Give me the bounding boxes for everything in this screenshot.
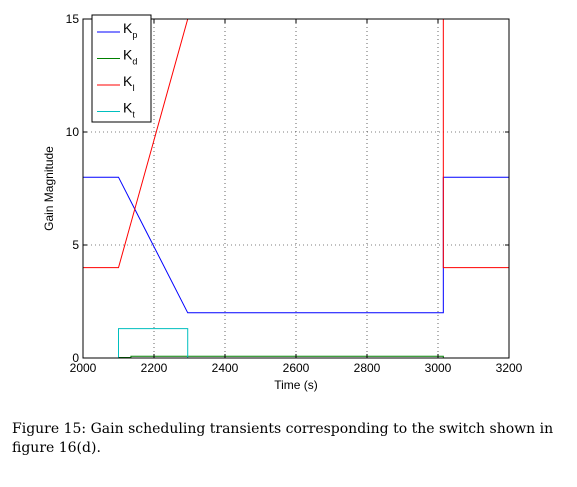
y-tick-label: 10 (66, 125, 80, 139)
legend-entry: KI (123, 73, 135, 93)
y-axis-label: Gain Magnitude (42, 146, 56, 231)
axis-ticks: 2000 2200 2400 2600 2800 3000 3200 0 5 10 15 (66, 12, 523, 375)
x-tick-label: 2800 (354, 361, 381, 375)
y-tick-label: 5 (72, 238, 79, 252)
grid (83, 19, 509, 358)
x-axis-label: Time (s) (274, 378, 318, 392)
legend-box (91, 14, 152, 123)
x-tick-label: 2600 (283, 361, 310, 375)
caption-label: Figure 15: (12, 421, 87, 437)
legend: Kp Kd KI Kt (91, 14, 152, 123)
series-line-kp (83, 176, 509, 314)
legend-entry: Kt (123, 100, 135, 120)
x-tick-label: 2200 (141, 361, 168, 375)
y-tick-label: 0 (72, 351, 79, 365)
x-tick-label: 3000 (425, 361, 452, 375)
legend-entry: Kd (123, 47, 137, 67)
x-tick-label: 2000 (70, 361, 97, 375)
y-tick-label: 15 (66, 12, 80, 26)
figure-caption: Figure 15: Gain scheduling transients co… (12, 420, 567, 458)
x-tick-label: 3200 (496, 361, 523, 375)
legend-entry: Kp (123, 20, 137, 40)
chart: 2000 2200 2400 2600 2800 3000 3200 0 5 10 15 Time … (42, 12, 523, 392)
x-tick-label: 2400 (212, 361, 239, 375)
caption-text: Gain scheduling transients corresponding… (12, 421, 554, 456)
